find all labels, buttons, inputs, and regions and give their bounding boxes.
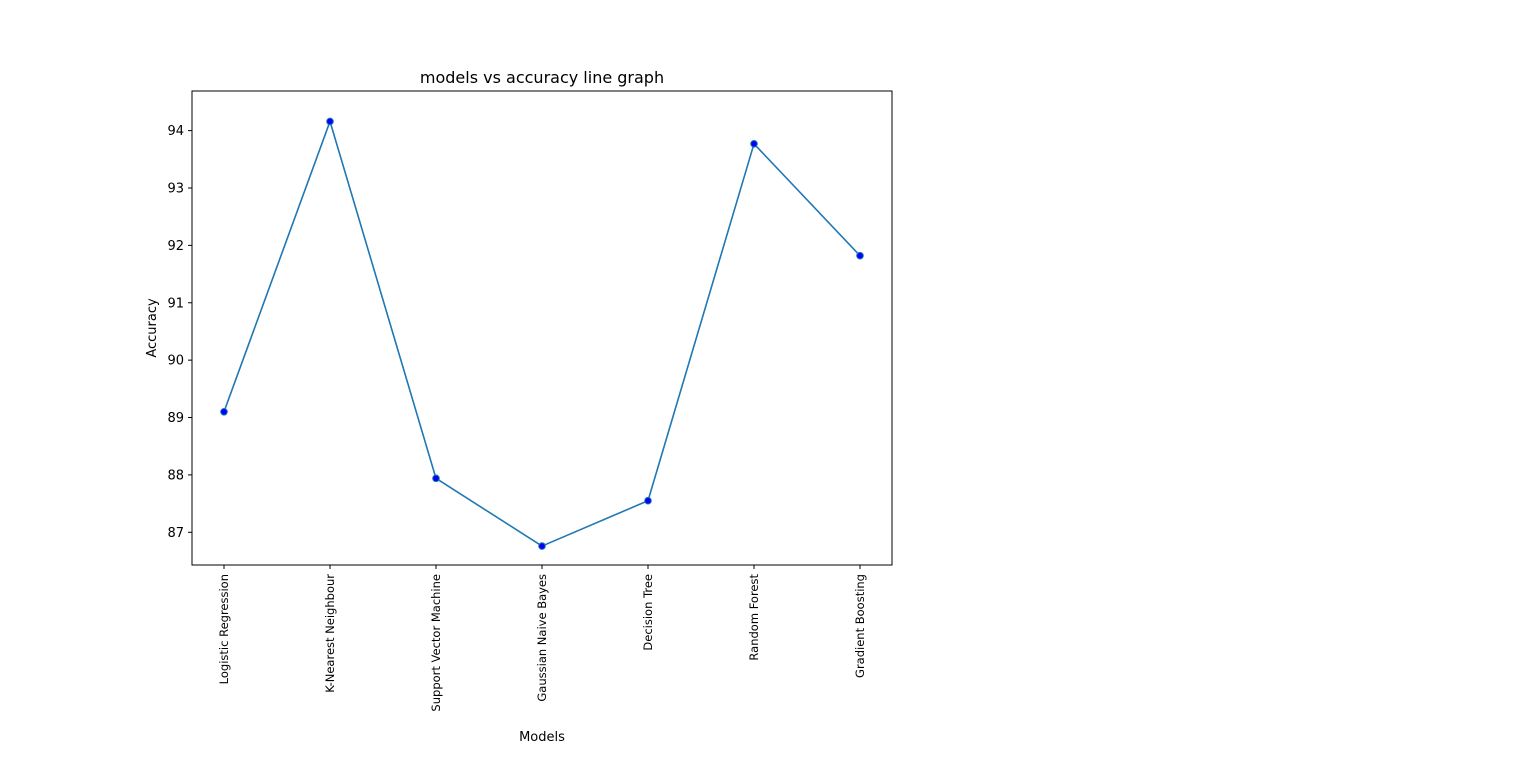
x-tick-label: Logistic Regression <box>217 574 231 684</box>
data-point <box>432 474 440 483</box>
x-tick-label: Gradient Boosting <box>853 574 867 678</box>
data-point <box>326 117 334 126</box>
plot-area-frame <box>191 90 893 566</box>
y-tick-label: 93 <box>167 181 184 196</box>
y-tick-label: 94 <box>167 124 184 139</box>
y-tick-label: 87 <box>167 526 184 541</box>
y-tick-label: 92 <box>167 239 184 254</box>
y-axis-label: Accuracy <box>145 298 160 358</box>
data-point <box>538 542 546 550</box>
data-point <box>750 139 758 148</box>
x-axis: Logistic Regression K-Nearest Neighbour Su… <box>217 565 867 712</box>
data-point <box>220 407 228 416</box>
series-line <box>223 120 861 547</box>
y-tick-label: 90 <box>167 354 184 369</box>
y-tick-label: 89 <box>167 411 184 426</box>
data-point <box>856 251 864 260</box>
x-tick-label: Random Forest <box>747 574 761 661</box>
y-tick-label: 88 <box>167 468 184 483</box>
x-tick-label: Gaussian Naive Bayes <box>535 574 549 702</box>
x-tick-label: K-Nearest Neighbour <box>323 574 337 693</box>
x-tick-label: Decision Tree <box>641 574 655 651</box>
y-axis: 87 88 89 90 91 92 93 94 <box>167 124 192 541</box>
x-axis-label: Models <box>519 730 565 745</box>
series-layer <box>220 117 864 550</box>
data-point <box>644 496 652 505</box>
y-tick-label: 91 <box>167 296 184 311</box>
chart-title: models vs accuracy line graph <box>420 68 664 87</box>
x-tick-label: Support Vector Machine <box>429 574 443 712</box>
